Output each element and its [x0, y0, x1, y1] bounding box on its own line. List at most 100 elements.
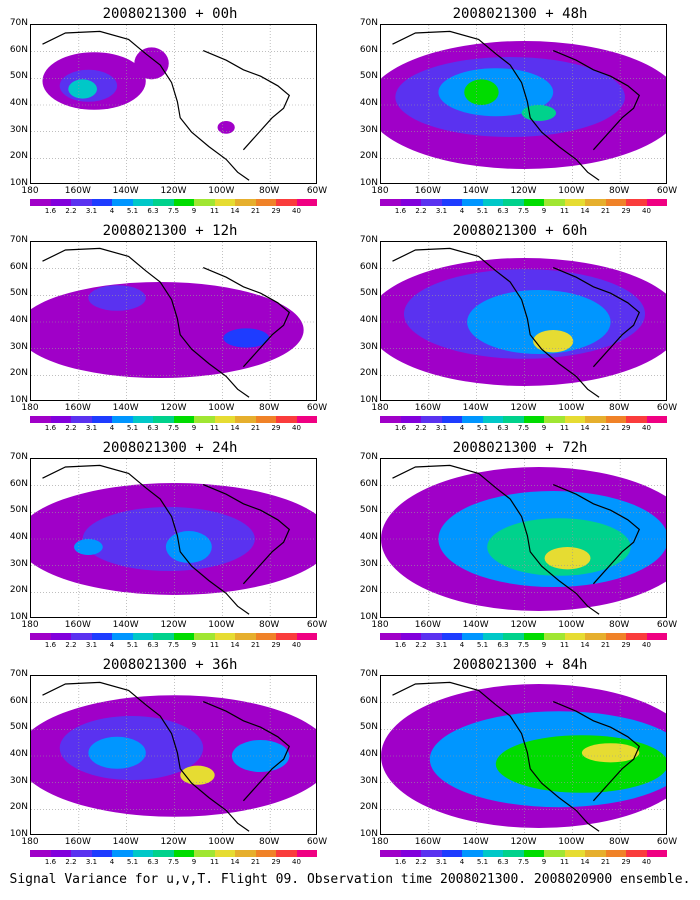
- colorbar-label: 14: [580, 858, 590, 866]
- longitude-label: 80W: [258, 403, 280, 413]
- longitude-label: 60W: [306, 620, 328, 630]
- coastline: [392, 464, 600, 615]
- latitude-label: 30N: [9, 124, 28, 135]
- latitude-label: 20N: [359, 368, 378, 379]
- coastline: [42, 681, 250, 832]
- colorbar-label: 29: [621, 207, 631, 215]
- colorbar-swatch: [214, 416, 235, 423]
- colorbar-swatch: [153, 416, 174, 423]
- colorbar-swatch: [153, 850, 174, 857]
- longitude-label: 140W: [112, 620, 139, 630]
- colorbar-label: 3.1: [435, 641, 448, 649]
- colorbar-label: 1.6: [44, 424, 57, 432]
- colorbar-swatch: [276, 850, 297, 857]
- longitude-label: 120W: [160, 186, 187, 196]
- colorbar-swatch: [503, 633, 524, 640]
- colorbar-label: 5.1: [126, 424, 139, 432]
- latitude-label: 40N: [9, 749, 28, 759]
- colorbar-swatch: [646, 850, 667, 857]
- colorbar-label: 40: [292, 858, 301, 866]
- colorbar-swatch: [564, 850, 585, 857]
- map-canvas: [381, 25, 666, 183]
- colorbar-swatch: [30, 199, 51, 206]
- colorbar-swatch: [605, 633, 626, 640]
- variance-map: [380, 24, 667, 184]
- colorbar-swatch: [585, 199, 606, 206]
- colorbar-label: 14: [580, 424, 590, 432]
- colorbar-swatch: [421, 850, 442, 857]
- longitude-label: 80W: [258, 186, 280, 196]
- map-panel: 2008021300 + 60h 70N 60N 50N 40N 30N 20N 10N 180…: [350, 217, 690, 433]
- colorbar-label: 4: [109, 641, 115, 649]
- latitude-label: 10N: [9, 178, 28, 188]
- colorbar-swatch: [462, 416, 483, 423]
- map-panel: 2008021300 + 36h 70N 60N 50N 40N 30N 20N 10N 180…: [0, 651, 340, 867]
- colorbar-label: 2.2: [65, 858, 77, 866]
- latitude-label: 20N: [9, 585, 28, 596]
- latitude-label: 40N: [359, 749, 378, 759]
- colorbar-swatch: [380, 416, 401, 423]
- colorbar-swatch: [91, 199, 112, 206]
- colorbar-label: 3.1: [85, 641, 98, 649]
- colorbar-swatch: [441, 416, 462, 423]
- colorbar-swatch: [605, 199, 626, 206]
- coastline: [552, 50, 641, 151]
- colorbar-swatch: [276, 633, 297, 640]
- latitude-label: 70N: [9, 235, 28, 245]
- variance-contour: [581, 743, 640, 763]
- latitude-label: 30N: [359, 775, 378, 786]
- map-canvas: [31, 459, 316, 617]
- colorbar-swatch: [194, 850, 215, 857]
- latitude-label: 30N: [359, 124, 378, 135]
- longitude-label: 60W: [306, 186, 328, 196]
- colorbar-label: 14: [230, 641, 240, 649]
- colorbar-swatch: [605, 850, 626, 857]
- colorbar-swatch: [50, 633, 71, 640]
- colorbar-label: 40: [642, 641, 651, 649]
- longitude-label: 120W: [160, 837, 187, 847]
- latitude-label: 20N: [359, 585, 378, 596]
- colorbar-swatch: [380, 850, 401, 857]
- latitude-label: 10N: [359, 395, 378, 405]
- latitude-label: 10N: [9, 612, 28, 622]
- colorbar-label: 2.2: [65, 207, 77, 215]
- colorbar-label: 5.1: [126, 858, 139, 866]
- colorbar-swatch: [91, 850, 112, 857]
- colorbar-swatch: [400, 850, 421, 857]
- colorbar-swatch: [421, 633, 442, 640]
- longitude-label: 160W: [64, 403, 91, 413]
- colorbar-swatch: [400, 416, 421, 423]
- colorbar-swatch: [482, 416, 503, 423]
- longitude-label: 120W: [160, 403, 187, 413]
- colorbar-swatch: [132, 416, 153, 423]
- colorbar-swatch: [194, 416, 215, 423]
- colorbar-label: 21: [601, 424, 610, 432]
- longitude-label: 160W: [64, 186, 91, 196]
- colorbar-swatch: [50, 850, 71, 857]
- colorbar-label: 21: [601, 207, 610, 215]
- colorbar: [380, 850, 667, 857]
- colorbar-swatch: [194, 633, 215, 640]
- longitude-label: 100W: [208, 403, 235, 413]
- colorbar-label: 40: [292, 424, 301, 432]
- longitude-label: 120W: [510, 837, 537, 847]
- coastline: [202, 267, 291, 368]
- variance-contour: [88, 285, 146, 311]
- latitude-label: 40N: [359, 98, 378, 108]
- latitude-label: 40N: [9, 315, 28, 325]
- colorbar-label: 4: [459, 207, 465, 215]
- longitude-label: 120W: [510, 186, 537, 196]
- colorbar-label: 29: [271, 207, 281, 215]
- latitude-label: 70N: [359, 18, 378, 28]
- colorbar-swatch: [71, 199, 92, 206]
- longitude-label: 100W: [208, 620, 235, 630]
- longitude-label: 180: [371, 186, 389, 196]
- colorbar: [380, 633, 667, 640]
- colorbar-swatch: [646, 199, 667, 206]
- colorbar-swatch: [112, 416, 133, 423]
- colorbar-swatch: [400, 199, 421, 206]
- colorbar-swatch: [112, 199, 133, 206]
- colorbar-swatch: [132, 850, 153, 857]
- colorbar-swatch: [50, 199, 71, 206]
- colorbar-swatch: [296, 850, 317, 857]
